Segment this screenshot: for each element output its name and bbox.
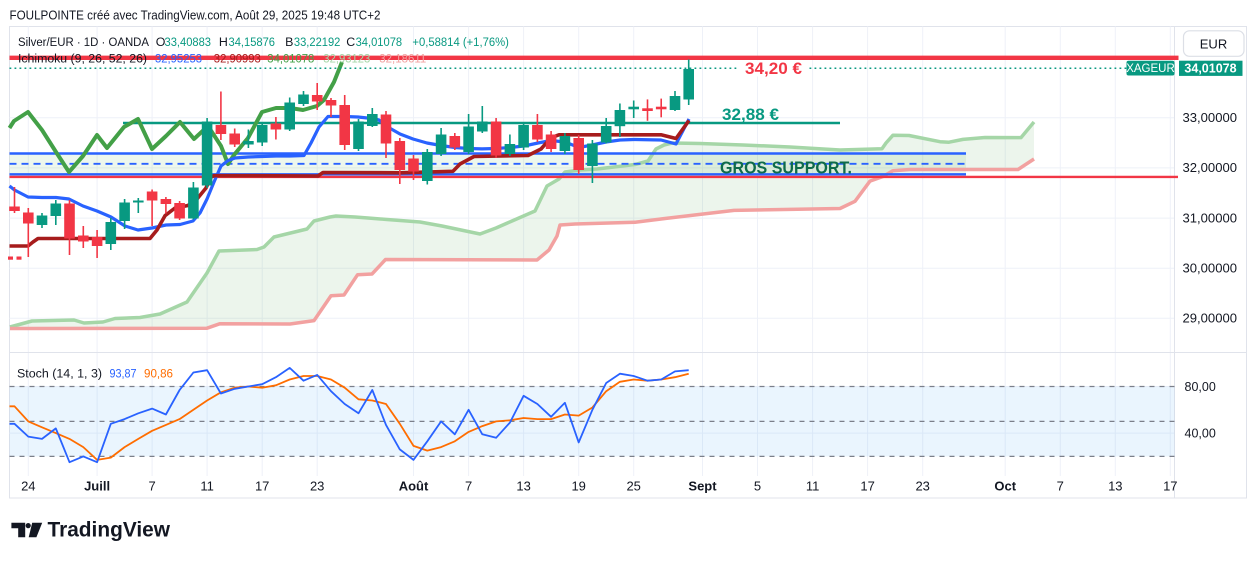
svg-text:Oct: Oct xyxy=(994,479,1016,494)
svg-text:Sept: Sept xyxy=(688,479,717,494)
svg-text:Juill: Juill xyxy=(84,479,110,494)
svg-text:24: 24 xyxy=(21,479,35,494)
svg-text:7: 7 xyxy=(148,479,155,494)
svg-text:FOULPOINTE créé avec TradingVi: FOULPOINTE créé avec TradingView.com, Ao… xyxy=(10,8,381,23)
svg-text:7: 7 xyxy=(1057,479,1064,494)
svg-text:EUR: EUR xyxy=(1200,36,1227,51)
svg-text:40,00: 40,00 xyxy=(1185,426,1216,440)
svg-text:33,00000: 33,00000 xyxy=(1183,111,1238,125)
svg-text:34,01078: 34,01078 xyxy=(1184,61,1236,75)
svg-text:25: 25 xyxy=(626,479,640,494)
svg-text:17: 17 xyxy=(860,479,874,494)
svg-text:32,00000: 32,00000 xyxy=(1183,161,1238,175)
svg-text:11: 11 xyxy=(806,479,820,494)
svg-text:30,00000: 30,00000 xyxy=(1183,262,1238,276)
svg-text:23: 23 xyxy=(915,479,929,494)
svg-text:29,00000: 29,00000 xyxy=(1183,312,1238,326)
svg-text:34,20 €: 34,20 € xyxy=(745,60,802,78)
svg-text:TradingView: TradingView xyxy=(48,518,171,542)
svg-text:31,00000: 31,00000 xyxy=(1183,211,1238,225)
svg-text:11: 11 xyxy=(200,479,214,494)
svg-text:13: 13 xyxy=(1108,479,1122,494)
svg-text:32,88 €: 32,88 € xyxy=(722,106,779,124)
svg-text:80,00: 80,00 xyxy=(1185,380,1216,394)
svg-text:19: 19 xyxy=(571,479,585,494)
svg-text:17: 17 xyxy=(255,479,269,494)
svg-text:GROS SUPPORT.: GROS SUPPORT. xyxy=(720,158,852,178)
svg-text:13: 13 xyxy=(516,479,530,494)
svg-text:7: 7 xyxy=(465,479,472,494)
svg-text:5: 5 xyxy=(754,479,761,494)
svg-text:17: 17 xyxy=(1163,479,1177,494)
svg-text:23: 23 xyxy=(310,479,324,494)
svg-text:XAGEUR: XAGEUR xyxy=(1126,63,1175,75)
svg-text:Août: Août xyxy=(399,479,429,494)
svg-text:Ichimoku (9, 26, 52, 26)32,952: Ichimoku (9, 26, 52, 26) 32,95253 32,90993… xyxy=(18,52,426,66)
